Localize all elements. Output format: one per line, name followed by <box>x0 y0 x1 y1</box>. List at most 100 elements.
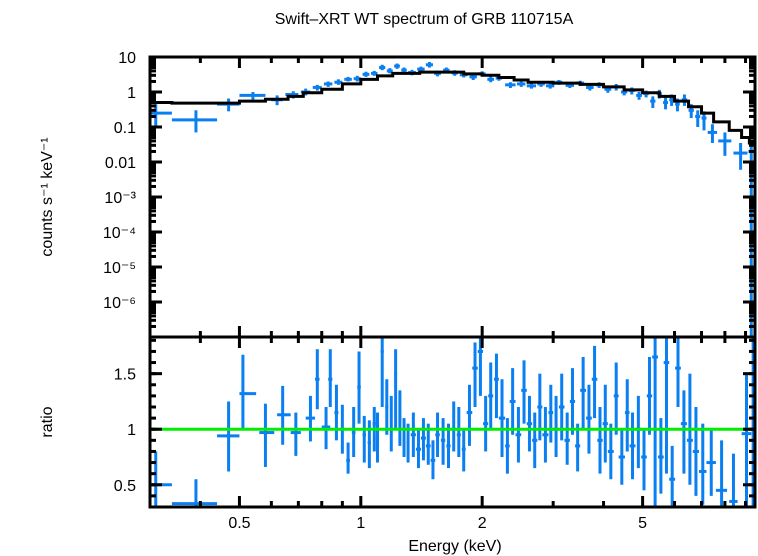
ratio-data-point <box>680 390 687 474</box>
spectrum-model-series <box>150 70 755 145</box>
ratio-data-point <box>217 401 240 472</box>
spectrum-data-point <box>425 61 433 68</box>
ratio-data-point <box>461 429 466 472</box>
spectrum-data-point <box>505 82 516 89</box>
ratio-data-point <box>398 390 402 446</box>
ratio-data-point <box>729 453 738 507</box>
spectrum-panel: 10 1 0.1 0.01 10⁻³ 10⁻⁴ 10⁻⁵ 10⁻⁶ counts s⁻¹ ke… <box>39 50 755 337</box>
ratio-frame <box>148 335 757 509</box>
ratio-data-point <box>483 395 489 452</box>
spectrum-data-point <box>650 96 656 108</box>
ratio-data-point <box>675 337 681 407</box>
ratio-data-point <box>553 395 559 457</box>
ratio-data-point <box>380 337 384 407</box>
ratio-data-point <box>420 418 426 461</box>
x-tick-label: 1 <box>356 515 365 532</box>
y-tick-label: 10⁻⁶ <box>103 295 136 312</box>
ratio-data-point <box>629 412 636 480</box>
ratio-data-point <box>456 407 461 457</box>
ratio-data-point <box>669 445 676 507</box>
ratio-data-point <box>394 349 398 430</box>
spectrum-data-point <box>379 64 386 71</box>
y-tick-label: 0.01 <box>105 155 136 172</box>
ratio-data-point <box>521 360 527 424</box>
spectrum-data-point <box>217 98 240 112</box>
ratio-data-point <box>385 379 389 435</box>
ratio-data-point <box>375 412 380 463</box>
ratio-data-point <box>715 440 728 507</box>
ratio-data-point <box>150 451 172 507</box>
ratio-data-point <box>410 412 416 457</box>
y-tick-label: 0.5 <box>114 478 136 495</box>
spectrum-data-point <box>516 81 526 87</box>
spectrum-data-point <box>733 142 748 170</box>
ratio-data-point <box>346 442 350 474</box>
ratio-data-point <box>389 395 393 452</box>
spectrum-y-axis-label: counts s⁻¹ keV⁻¹ <box>39 137 56 256</box>
ratio-data-point <box>494 353 499 419</box>
ratio-data-point <box>624 379 630 452</box>
ratio-data-point <box>239 354 257 430</box>
ratio-data-point <box>430 440 436 480</box>
ratio-data-point <box>451 401 456 452</box>
spectrum-data-point <box>239 92 266 100</box>
ratio-data-point <box>532 412 538 469</box>
ratio-data-point <box>440 418 446 465</box>
ratio-data-point <box>602 384 608 463</box>
spectrum-data-point <box>362 71 370 77</box>
spectrum-data-point <box>636 92 642 100</box>
spectrum-data-point <box>323 81 333 87</box>
ratio-data-point <box>402 418 406 457</box>
ratio-data-point <box>315 349 320 410</box>
spectrum-data-point <box>487 76 495 83</box>
ratio-data-point <box>351 407 356 457</box>
spectrum-data-point <box>334 79 343 85</box>
x-tick-label: 5 <box>638 515 647 532</box>
spectrum-data-point <box>707 124 718 143</box>
ratio-data-point <box>515 407 522 463</box>
y-tick-label: 10⁻⁴ <box>103 225 136 242</box>
ratio-data-point <box>477 337 484 396</box>
ratio-data-point <box>259 403 275 467</box>
ratio-data-point <box>171 479 218 507</box>
ratio-data-point <box>357 351 361 424</box>
ratio-data-point <box>569 368 576 435</box>
ratio-data-point <box>706 429 716 496</box>
ratio-data-point <box>542 407 549 463</box>
ratio-data-point <box>652 337 659 507</box>
ratio-data-point <box>328 349 333 407</box>
y-tick-label: 1 <box>127 85 136 102</box>
ratio-data-point <box>415 429 421 469</box>
ratio-data-point <box>305 395 316 442</box>
x-tick-label: 0.5 <box>228 515 250 532</box>
y-tick-label: 1 <box>127 422 136 439</box>
ratio-data-point <box>526 395 533 452</box>
ratio-data-point <box>290 412 301 456</box>
ratio-data-point <box>692 407 700 496</box>
model-curve <box>150 70 755 145</box>
y-tick-label: 1.5 <box>114 367 136 384</box>
ratio-data-point <box>334 384 339 441</box>
spectrum-data-point <box>386 68 393 74</box>
ratio-data-point <box>597 407 603 474</box>
ratio-data-point <box>618 429 625 485</box>
ratio-data-point <box>498 379 506 457</box>
ratio-data-point <box>505 418 510 474</box>
ratio-panel: 0.5 1 1.5 ratio <box>39 337 755 507</box>
ratio-data-point <box>635 395 642 469</box>
spectrum-data-point <box>718 132 732 156</box>
ratio-data-point <box>607 423 614 480</box>
ratio-data-point <box>362 415 366 463</box>
ratio-data-point <box>591 345 598 419</box>
ratio-data-point <box>277 385 291 445</box>
spectrum-data-point <box>312 84 322 91</box>
ratio-data-point <box>641 429 647 491</box>
y-tick-label: 10 <box>118 50 136 67</box>
ratio-data-point <box>699 423 707 505</box>
ratio-data-point <box>663 337 670 474</box>
y-tick-label: 0.1 <box>114 120 136 137</box>
spectrum-data-point <box>663 97 668 110</box>
x-axis-label: Energy (keV) <box>408 538 501 555</box>
ratio-data-point <box>548 384 554 443</box>
